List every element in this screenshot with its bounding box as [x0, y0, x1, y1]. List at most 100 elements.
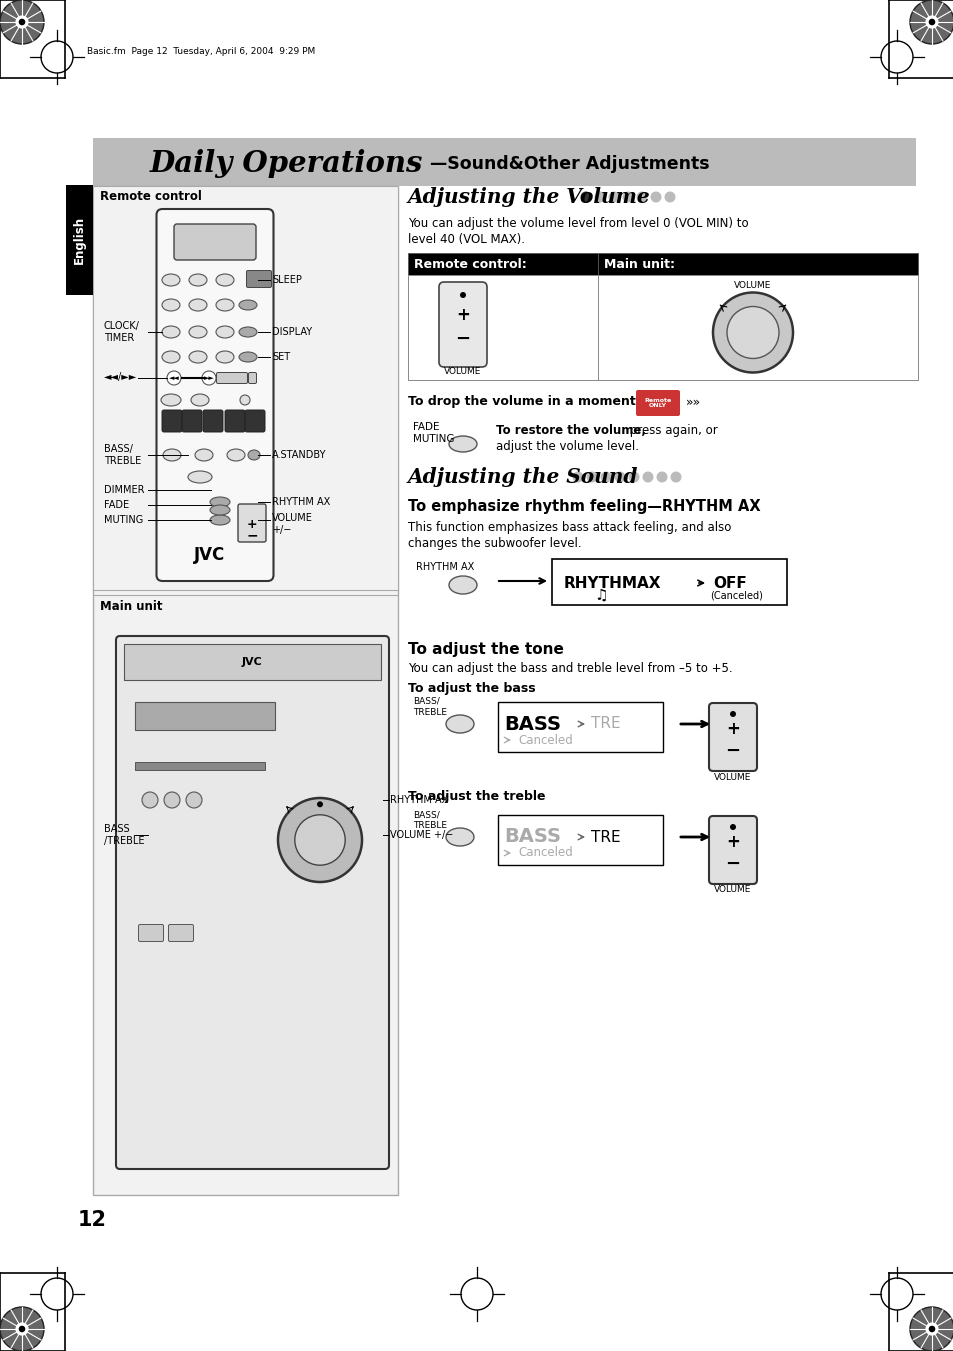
Bar — [408, 253, 598, 276]
Ellipse shape — [449, 436, 476, 453]
Circle shape — [15, 15, 29, 28]
Text: OFF: OFF — [712, 576, 746, 590]
FancyBboxPatch shape — [116, 636, 389, 1169]
Text: BASS/
TREBLE: BASS/ TREBLE — [413, 697, 447, 717]
Text: Canceled: Canceled — [517, 847, 572, 859]
FancyBboxPatch shape — [708, 703, 757, 771]
Text: VOLUME: VOLUME — [272, 513, 313, 523]
Text: 12: 12 — [78, 1210, 107, 1229]
Text: BASS: BASS — [503, 715, 560, 734]
Circle shape — [572, 471, 583, 482]
Text: TRE: TRE — [590, 830, 620, 844]
Text: This function emphasizes bass attack feeling, and also: This function emphasizes bass attack fee… — [408, 521, 731, 534]
Text: English: English — [73, 216, 86, 263]
Text: ►►: ►► — [203, 376, 214, 381]
Text: A.STANDBY: A.STANDBY — [272, 450, 326, 459]
FancyBboxPatch shape — [182, 409, 202, 432]
Text: To adjust the treble: To adjust the treble — [408, 790, 545, 802]
Bar — [598, 253, 917, 276]
Circle shape — [594, 192, 605, 203]
Circle shape — [650, 192, 660, 203]
FancyBboxPatch shape — [636, 390, 679, 416]
Circle shape — [909, 1306, 953, 1351]
Ellipse shape — [162, 351, 180, 363]
Text: VOLUME: VOLUME — [734, 281, 771, 290]
Circle shape — [608, 192, 618, 203]
Circle shape — [164, 792, 180, 808]
Text: BASS: BASS — [503, 828, 560, 847]
Ellipse shape — [210, 505, 230, 515]
Bar — [92, 138, 915, 186]
Bar — [92, 186, 397, 590]
Ellipse shape — [449, 576, 476, 594]
Text: −: − — [455, 330, 470, 349]
Circle shape — [599, 471, 611, 482]
Text: You can adjust the volume level from level 0 (VOL MIN) to: You can adjust the volume level from lev… — [408, 218, 748, 230]
Ellipse shape — [227, 449, 245, 461]
FancyBboxPatch shape — [708, 816, 757, 884]
FancyBboxPatch shape — [162, 409, 182, 432]
Circle shape — [924, 1323, 938, 1336]
Circle shape — [729, 711, 735, 717]
Text: +: + — [247, 517, 257, 531]
FancyBboxPatch shape — [216, 373, 247, 384]
Text: Canceled: Canceled — [517, 734, 572, 747]
Text: DIMMER: DIMMER — [104, 485, 144, 494]
FancyBboxPatch shape — [246, 270, 272, 288]
FancyBboxPatch shape — [173, 224, 255, 259]
Circle shape — [909, 0, 953, 45]
Text: +: + — [456, 305, 470, 324]
Circle shape — [167, 372, 181, 385]
Text: TRE: TRE — [590, 716, 620, 731]
Ellipse shape — [210, 497, 230, 507]
Text: To restore the volume,: To restore the volume, — [496, 424, 645, 436]
Bar — [66, 185, 92, 295]
Circle shape — [924, 15, 938, 28]
Text: BASS
/TREBLE: BASS /TREBLE — [104, 824, 144, 846]
Ellipse shape — [248, 450, 260, 459]
Text: ◄◄/►►: ◄◄/►► — [104, 372, 137, 382]
Text: VOLUME: VOLUME — [714, 773, 751, 781]
Circle shape — [729, 824, 735, 830]
Text: −: − — [724, 742, 740, 761]
Circle shape — [927, 19, 934, 26]
Text: Adjusting the Volume: Adjusting the Volume — [408, 186, 650, 207]
Circle shape — [656, 471, 667, 482]
Ellipse shape — [215, 274, 233, 286]
Circle shape — [664, 192, 675, 203]
Circle shape — [641, 471, 653, 482]
Text: To emphasize rhythm feeling—RHYTHM AX: To emphasize rhythm feeling—RHYTHM AX — [408, 499, 760, 513]
Ellipse shape — [240, 394, 250, 405]
Text: VOLUME +/−: VOLUME +/− — [390, 830, 453, 840]
Text: +: + — [725, 720, 740, 738]
Circle shape — [927, 1325, 934, 1332]
Ellipse shape — [191, 394, 209, 407]
Circle shape — [614, 471, 625, 482]
FancyBboxPatch shape — [552, 559, 786, 605]
Ellipse shape — [189, 351, 207, 363]
Ellipse shape — [161, 394, 181, 407]
Text: —Sound&Other Adjustments: —Sound&Other Adjustments — [430, 155, 709, 173]
Ellipse shape — [163, 449, 181, 461]
Text: Main unit:: Main unit: — [603, 258, 675, 270]
FancyBboxPatch shape — [248, 373, 256, 384]
Text: DISPLAY: DISPLAY — [272, 327, 312, 336]
Bar — [135, 762, 265, 770]
FancyBboxPatch shape — [156, 209, 274, 581]
Text: Adjusting the Sound: Adjusting the Sound — [408, 467, 638, 486]
Ellipse shape — [239, 300, 256, 309]
Circle shape — [202, 372, 215, 385]
Text: To adjust the tone: To adjust the tone — [408, 642, 563, 657]
Ellipse shape — [446, 715, 474, 734]
Text: +/−: +/− — [272, 526, 291, 535]
Circle shape — [142, 792, 158, 808]
Circle shape — [19, 19, 26, 26]
Text: RHYTHM AX: RHYTHM AX — [272, 497, 330, 507]
Ellipse shape — [239, 353, 256, 362]
Text: ♫: ♫ — [594, 588, 607, 603]
FancyBboxPatch shape — [138, 924, 163, 942]
Text: Remote
ONLY: Remote ONLY — [643, 397, 671, 408]
Text: BASS/
TREBLE: BASS/ TREBLE — [413, 811, 447, 830]
Ellipse shape — [162, 274, 180, 286]
Text: RHYTHMAX: RHYTHMAX — [563, 576, 660, 590]
